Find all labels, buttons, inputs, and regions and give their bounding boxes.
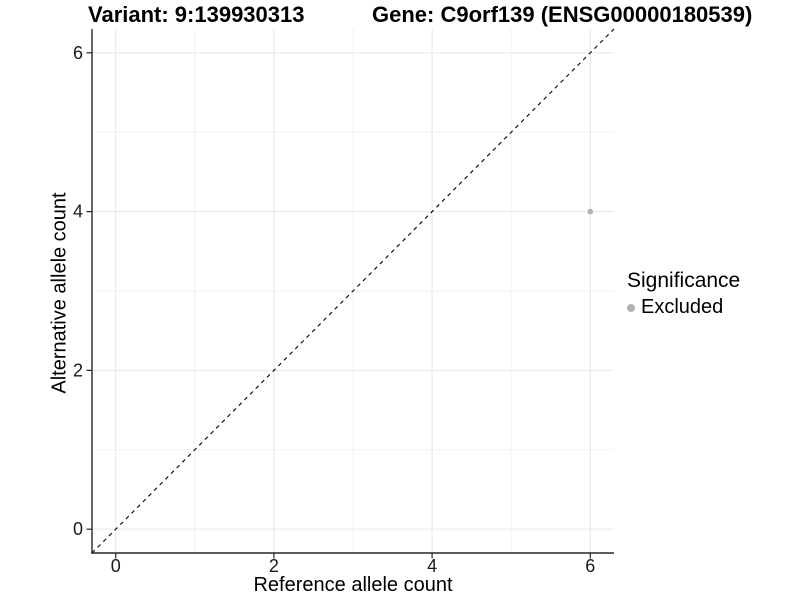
legend-item-excluded: Excluded: [627, 296, 740, 319]
y-tick-label: 2: [73, 360, 83, 380]
gene-title: Gene: C9orf139 (ENSG00000180539): [372, 2, 753, 27]
identity-line: [91, 28, 615, 554]
y-tick-label: 0: [73, 519, 83, 539]
legend: Significance Excluded: [627, 268, 740, 319]
x-tick-label: 4: [427, 556, 437, 576]
x-tick-label: 0: [111, 556, 121, 576]
x-tick-label: 6: [585, 556, 595, 576]
variant-title: Variant: 9:139930313: [88, 2, 305, 27]
y-axis-title: Alternative allele count: [48, 192, 71, 394]
legend-title: Significance: [627, 269, 741, 292]
data-point: [587, 208, 594, 215]
y-tick-label: 4: [73, 202, 83, 222]
legend-key-dot-icon: [627, 303, 635, 312]
x-tick-label: 2: [269, 556, 279, 576]
y-tick-label: 6: [73, 43, 83, 63]
legend-item-label: Excluded: [641, 296, 724, 318]
x-axis-title: Reference allele count: [253, 574, 453, 596]
